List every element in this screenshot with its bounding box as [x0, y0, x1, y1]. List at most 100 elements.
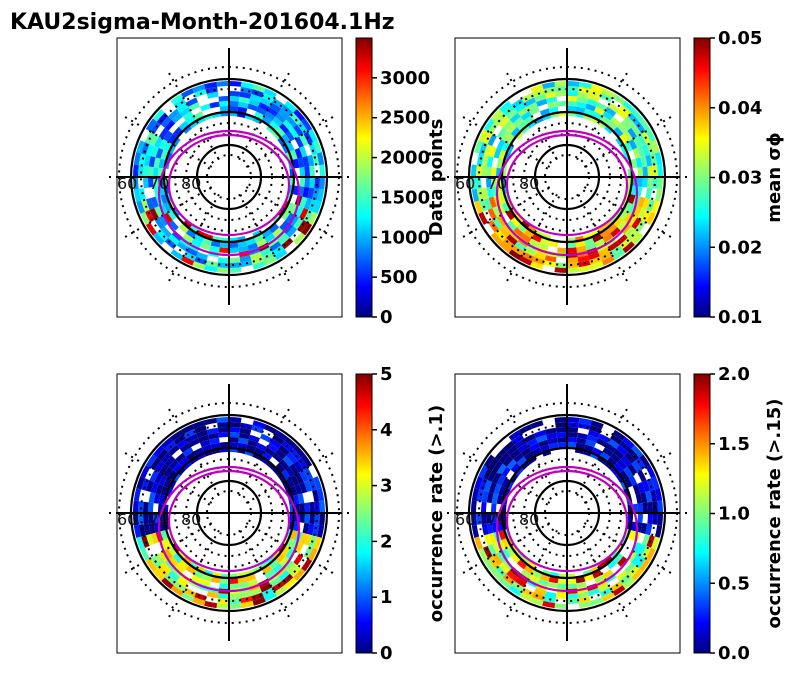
heat-bin [537, 242, 549, 251]
heat-bin [141, 535, 150, 548]
heat-bin [229, 247, 239, 253]
heat-bin [478, 547, 489, 561]
heat-bin [631, 460, 642, 473]
heat-bin [584, 573, 595, 582]
heat-bin [262, 565, 273, 575]
heat-bin [239, 591, 252, 599]
colorbar-tick-label: 3 [380, 476, 393, 497]
heat-bin [281, 469, 291, 480]
heat-bin [471, 513, 477, 526]
heat-bin [141, 199, 150, 212]
heat-bin [493, 483, 502, 495]
heat-bin [474, 476, 483, 490]
heat-bin [496, 215, 507, 227]
heat-bin [506, 123, 517, 134]
heat-bin [531, 234, 542, 243]
heat-bin [576, 96, 588, 104]
heat-bin [292, 494, 300, 505]
heat-bin [610, 452, 621, 463]
heat-bin [206, 91, 219, 99]
heat-bin [471, 177, 477, 190]
heat-bin [279, 556, 290, 567]
heat-bin [261, 587, 275, 598]
heat-bin [275, 112, 287, 124]
heat-bin [642, 502, 648, 513]
heat-bin [237, 106, 248, 114]
heat-bin [237, 240, 248, 248]
heat-bin [471, 188, 480, 202]
heat-bin [143, 513, 149, 525]
heat-bin [259, 583, 272, 593]
heat-bin [567, 593, 579, 599]
heat-bin [281, 210, 291, 221]
heat-bin [639, 454, 651, 468]
dotted-spoke [238, 70, 291, 161]
heat-bin [303, 533, 313, 546]
heat-bin [153, 493, 161, 504]
heat-bin [314, 177, 320, 189]
heat-bin [523, 115, 534, 125]
heat-bin [299, 513, 305, 523]
heat-bin [307, 129, 318, 143]
heat-bin [272, 581, 285, 592]
heat-bin [286, 141, 295, 152]
colorbar-tick-label: 0.5 [718, 573, 750, 594]
heat-bin [594, 574, 605, 584]
heat-bin [168, 108, 180, 120]
heat-bin [652, 501, 658, 513]
heat-bin [185, 451, 196, 461]
heat-bin [645, 211, 656, 225]
heat-bin [490, 568, 503, 581]
heat-bin [624, 562, 636, 574]
heat-bin [176, 102, 189, 113]
latitude-label: 80 [519, 510, 539, 529]
heat-bin [624, 141, 633, 152]
heat-bin [179, 442, 191, 453]
heat-bin [319, 500, 325, 513]
heat-bin [229, 427, 241, 433]
heat-bin [567, 101, 577, 107]
heat-bin [607, 456, 618, 467]
heat-bin [210, 576, 221, 584]
heat-bin [176, 550, 186, 560]
latitude-label: 80 [181, 174, 201, 193]
heat-bin [519, 424, 533, 435]
heat-bin [481, 490, 489, 503]
heat-bin [299, 146, 308, 158]
heat-bin [491, 513, 497, 523]
heat-bin [272, 227, 283, 238]
heat-bin [158, 475, 168, 486]
heat-bin [534, 93, 547, 103]
heat-bin [657, 164, 663, 177]
heat-bin [474, 536, 483, 550]
heat-bin [575, 442, 586, 450]
heat-bin [513, 452, 524, 463]
heat-bin [530, 261, 544, 270]
heat-bin [481, 523, 489, 536]
colorbar-tick-label: 1500 [380, 187, 430, 208]
heat-bin [229, 91, 241, 97]
heat-bin [645, 523, 653, 536]
heat-bin [616, 570, 628, 582]
heat-bin [531, 447, 542, 456]
heat-bin [284, 577, 297, 590]
heat-bin [647, 165, 653, 177]
heat-bin [150, 482, 159, 494]
heat-bin [576, 101, 587, 109]
heat-bin [645, 465, 656, 479]
panel-bottom-left: 60 70 80 0 1 2 3 4 5 occurrence rate (>.1) [107, 364, 447, 664]
heat-bin [499, 577, 512, 590]
figure-title: KAU2sigma-Month-201604.1Hz [10, 10, 395, 35]
heat-bin [492, 217, 503, 230]
heat-bin [145, 197, 155, 210]
heat-bin [272, 245, 285, 256]
heat-bin [316, 188, 325, 202]
heat-bin [140, 547, 151, 561]
heat-bin [252, 420, 266, 429]
heat-bin [259, 433, 272, 443]
heat-bin [138, 524, 146, 537]
heat-bin [272, 466, 282, 476]
auroral-oval [495, 129, 639, 257]
heat-bin [637, 543, 647, 556]
heat-bin [185, 565, 196, 575]
